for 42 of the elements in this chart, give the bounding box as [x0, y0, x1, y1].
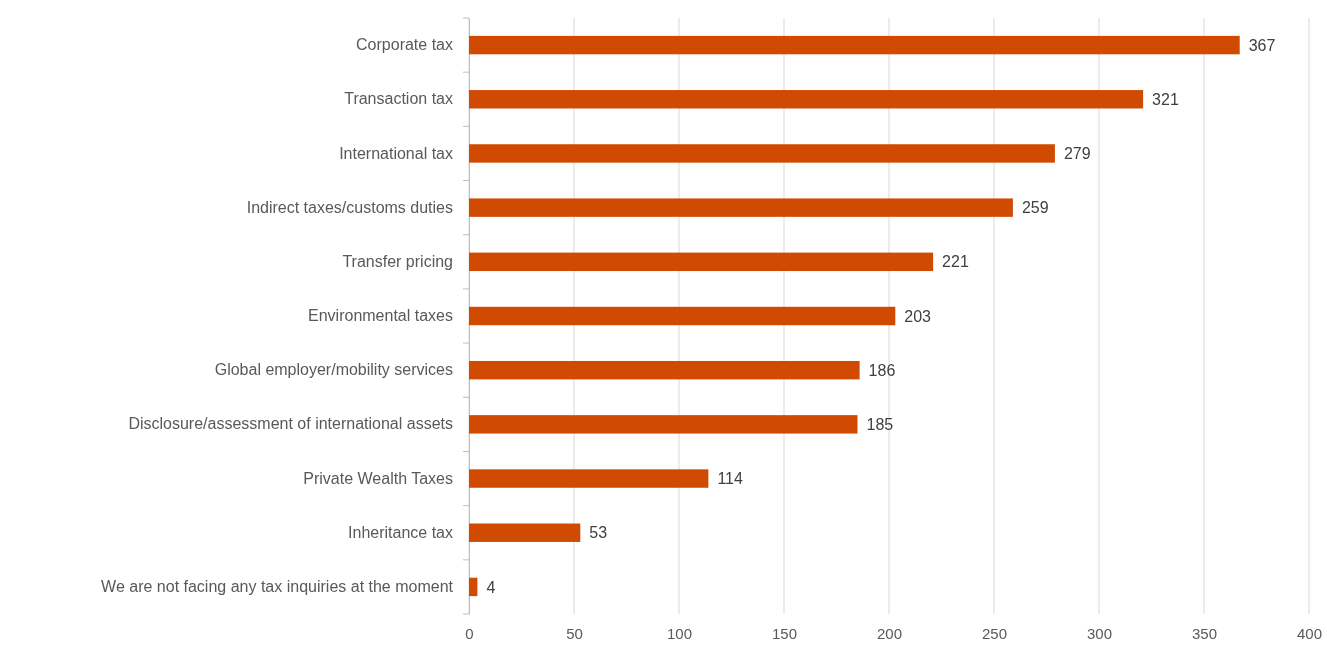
data-label: 186 — [868, 361, 896, 379]
x-tick-label: 350 — [1191, 624, 1218, 642]
y-tick-label: Disclosure/assessment of international assets — [128, 415, 453, 433]
bar — [469, 35, 1240, 55]
y-tick-label: Global employer/mobility services — [214, 361, 453, 379]
bar — [469, 469, 709, 488]
bar — [469, 198, 1013, 217]
data-label: 53 — [589, 524, 608, 542]
x-tick-label: 400 — [1296, 624, 1323, 642]
x-tick-label: 0 — [465, 624, 474, 642]
data-label: 185 — [866, 415, 894, 433]
y-tick-label: Private Wealth Taxes — [303, 469, 453, 487]
bar — [469, 144, 1055, 163]
bar — [469, 90, 1144, 109]
data-label: 203 — [904, 307, 932, 325]
data-label: 367 — [1248, 36, 1276, 54]
bar — [469, 360, 860, 380]
bar — [469, 252, 934, 272]
data-label: 221 — [942, 253, 969, 271]
bar — [469, 523, 581, 542]
x-tick-label: 300 — [1086, 624, 1113, 642]
data-label: 4 — [486, 578, 496, 596]
bar — [469, 415, 858, 434]
x-tick-label: 200 — [876, 624, 903, 642]
y-tick-label: Environmental taxes — [308, 307, 453, 325]
y-tick-label: Indirect taxes/customs duties — [246, 198, 453, 216]
y-tick-label: Corporate tax — [356, 36, 453, 54]
y-tick-label: Inheritance tax — [348, 523, 453, 541]
x-tick-label: 100 — [666, 624, 693, 642]
y-tick-label: We are not facing any tax inquiries at the moment — [101, 578, 454, 596]
y-tick-label: Transfer pricing — [342, 252, 453, 270]
data-label: 279 — [1063, 145, 1091, 163]
y-tick-label: Transaction tax — [344, 90, 453, 108]
y-tick-label: International tax — [339, 144, 453, 162]
x-tick-label: 50 — [566, 624, 583, 642]
data-label: 114 — [717, 470, 744, 488]
x-tick-label: 250 — [981, 624, 1008, 642]
data-label: 321 — [1152, 90, 1179, 108]
bar — [469, 577, 478, 597]
data-label: 259 — [1021, 199, 1049, 217]
x-tick-label: 150 — [771, 624, 798, 642]
bar — [469, 306, 896, 326]
